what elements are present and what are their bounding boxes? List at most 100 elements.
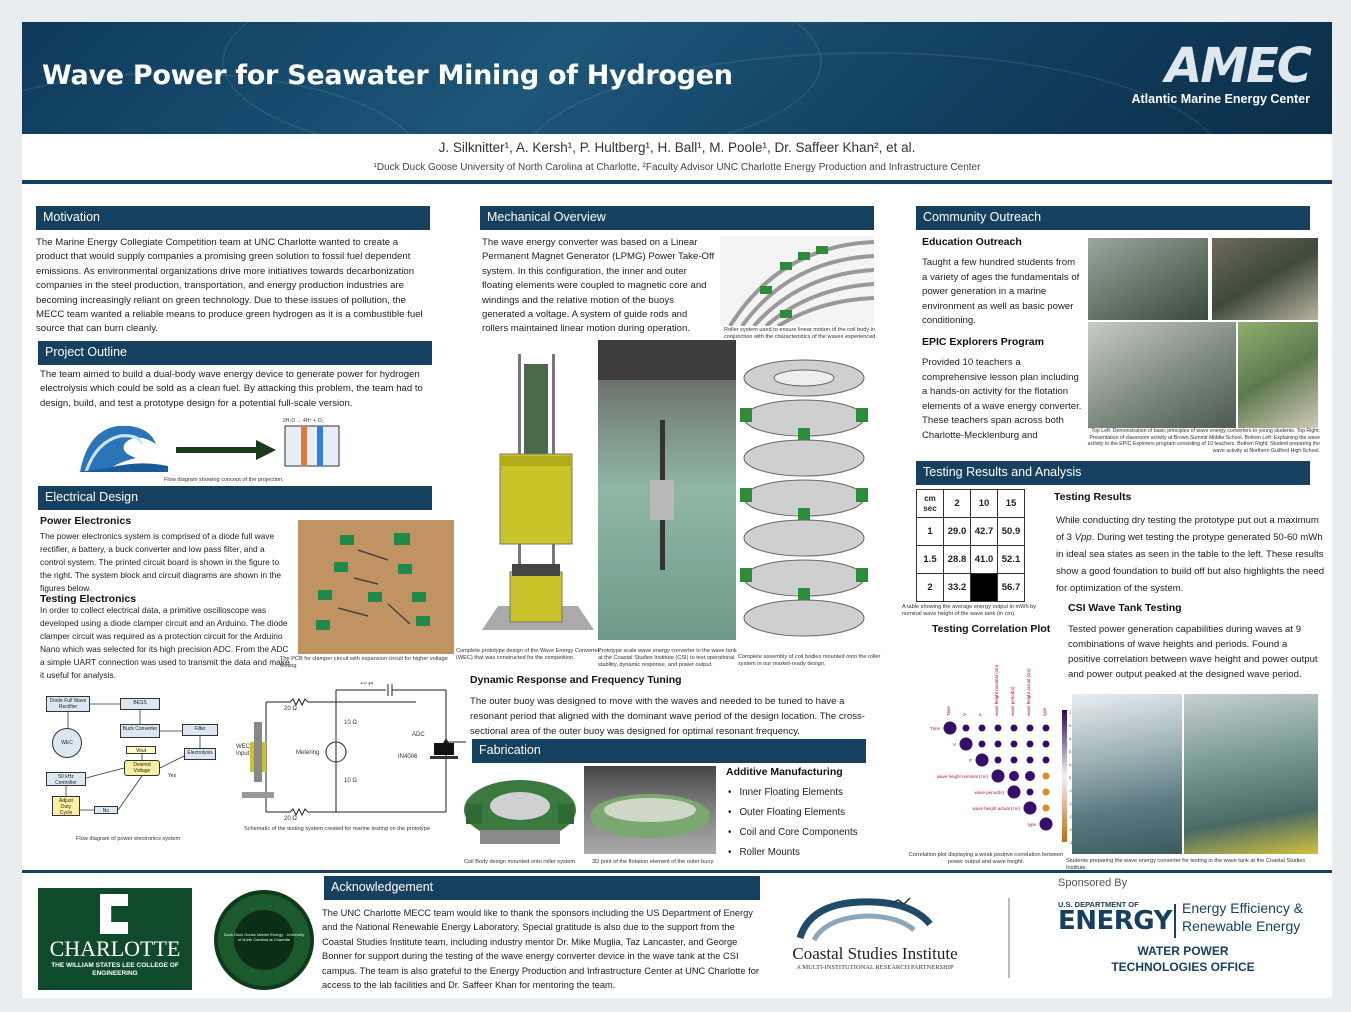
corr-dot (1042, 756, 1050, 764)
corr-col-label: V (962, 713, 967, 716)
schematic-cap: 10 μF (360, 682, 376, 686)
dynamic-text: The outer buoy was designed to move with… (470, 696, 866, 737)
schematic-r3: 10 Ω (344, 778, 357, 784)
corr-dot (962, 724, 970, 732)
corr-colorbar (1062, 710, 1067, 842)
amec-logo-text: AMEC (1165, 38, 1312, 94)
results-table: cm sec 2 10 15 1 29.0 42.7 50.9 1.5 28.8 41.0 52.1… (916, 489, 1025, 602)
education-outreach-heading: Education Outreach (922, 236, 1022, 248)
eere-line-2: Renewable Energy (1182, 918, 1301, 934)
outreach-photo-bottom-left (1088, 322, 1236, 428)
wave-tank-photo (598, 340, 736, 640)
corr-dot (1026, 756, 1034, 764)
table-header-cell: 2 (943, 489, 971, 518)
corr-row-label: type (1027, 822, 1036, 827)
epic-heading: EPIC Explorers Program (922, 336, 1044, 348)
coil-assembly-render (738, 348, 874, 648)
csi-logo: Coastal Studies Institute A MULTI-INSTIT… (770, 894, 980, 976)
schematic-metering: Metering (296, 750, 320, 756)
coil-body-caption: Coil Body design mounted onto roller sys… (464, 859, 577, 865)
wpto-line-1: WATER POWER (1137, 944, 1229, 958)
outreach-heading: Community Outreach (916, 206, 1310, 230)
project-outline-heading: Project Outline (38, 341, 432, 365)
corr-row-label: wave height actual (cm) (972, 806, 1020, 811)
fabrication-item: Roller Mounts (728, 843, 858, 863)
corr-dot (1042, 772, 1050, 780)
corr-col-label: wave period(s) (1010, 686, 1015, 716)
poster: Wave Power for Seawater Mining of Hydrog… (22, 22, 1332, 998)
corr-dot (1009, 771, 1019, 781)
csi-testing-heading: CSI Wave Tank Testing (1068, 602, 1182, 614)
outreach-photo-top-left (1088, 238, 1208, 320)
wpto-line-2: TECHNOLOGIES OFFICE (1111, 960, 1255, 974)
table-cell: 41.0 (970, 545, 998, 574)
table-header-cell: cm sec (916, 489, 944, 518)
corr-dot (1010, 756, 1018, 764)
corr-dot (994, 740, 1002, 748)
results-text-a: While conducting dry testing the prototy… (1056, 515, 1319, 543)
testing-heading: Testing Results and Analysis (916, 461, 1310, 485)
additive-manufacturing-heading: Additive Manufacturing (726, 766, 843, 778)
table-cell: 52.1 (997, 545, 1025, 574)
testing-schematic: 20 Ω 10 μF 10 Ω Metering 10 Ω IN4006 ADC… (236, 682, 466, 822)
corr-scale-label: -0.6 (1069, 814, 1072, 819)
pcb-photo (298, 520, 454, 654)
fabrication-heading: Fabrication (472, 739, 866, 763)
testing-results-text: While conducting dry testing the prototy… (1056, 512, 1326, 597)
table-cell: 2 (916, 573, 944, 602)
corr-scale-label: -0.2 (1069, 788, 1072, 793)
table-caption: A table showing the average energy outpu… (902, 604, 1037, 617)
motivation-text: The Marine Energy Collegiate Competition… (36, 237, 423, 335)
corr-dot (1042, 788, 1050, 796)
corr-dot (1026, 788, 1034, 796)
flow-node-controller: 50 kHz Controller (46, 772, 86, 786)
corr-dot (1010, 724, 1018, 732)
affiliations: ¹Duck Duck Goose University of North Car… (373, 162, 981, 173)
vpp-symbol: Vpp (1074, 532, 1092, 543)
wave-illustration (78, 420, 168, 474)
pcb-caption: The PCB for clamper circuit with expansi… (280, 656, 448, 669)
corr-scale-label: 1 (1069, 710, 1072, 715)
amec-logo: AMEC Atlantic Marine Energy Center (1131, 38, 1312, 106)
outreach-photo-top-right (1212, 238, 1318, 320)
schematic-wec-input: WEC Input (236, 744, 250, 757)
flow-node-electrolysis: Electrolysis (184, 748, 216, 760)
csi-testing-text: Tested power generation capabilities dur… (1068, 624, 1318, 680)
corr-dot (1023, 801, 1037, 815)
ddg-logo: Duck Duck Goose Marine Energy · Universi… (214, 890, 314, 990)
mechanical-heading: Mechanical Overview (480, 206, 874, 230)
prototype-render (478, 344, 598, 640)
fabrication-list: Inner Floating Elements Outer Floating E… (728, 783, 858, 863)
sponsor-divider (1008, 898, 1010, 978)
corr-dot (1026, 724, 1034, 732)
corr-scale-label: 0 (1069, 775, 1072, 780)
project-outline-text: The team aimed to build a dual-body wave… (40, 369, 423, 409)
corr-row-label: P (969, 758, 972, 763)
table-cell: 1.5 (916, 545, 944, 574)
dynamic-heading: Dynamic Response and Frequency Tuning (470, 674, 682, 686)
corr-scale-label: 0.8 (1069, 723, 1072, 728)
table-cell: 42.7 (970, 517, 998, 546)
wave-tank-caption: Prototype scale wave energy converter in… (598, 648, 737, 668)
flotation-print-caption: 3D print of the flotation element of the… (592, 859, 715, 865)
testing-electronics-text: In order to collect electrical data, a p… (40, 605, 290, 680)
table-cell: 1 (916, 517, 944, 546)
ddg-logo-inner (234, 910, 294, 970)
corr-col-label: P (978, 713, 983, 716)
flow-node-rectifier: Diode Full Wave Rectifier (46, 696, 90, 712)
amec-logo-subtitle: Atlantic Marine Energy Center (1131, 92, 1310, 106)
flotation-print-photo (584, 766, 716, 854)
table-cell-blank (970, 573, 998, 602)
poster-title: Wave Power for Seawater Mining of Hydrog… (42, 60, 733, 91)
laptop-icon (430, 742, 458, 760)
flow-node-desired-voltage: Desired Voltage (124, 760, 160, 776)
tank-caption: Students preparing the wave energy conve… (1066, 858, 1306, 871)
table-cell: 33.2 (943, 573, 971, 602)
corr-col-label: wave height actual (cm) (1026, 668, 1031, 716)
corr-col-label: wave height nominal (cm) (994, 664, 999, 716)
table-cell: 50.9 (997, 517, 1025, 546)
corr-dot (991, 769, 1005, 783)
corr-scale-label: -0.4 (1069, 801, 1072, 806)
charlotte-logo: CHARLOTTE THE WILLIAM STATES LEE COLLEGE… (38, 888, 192, 990)
